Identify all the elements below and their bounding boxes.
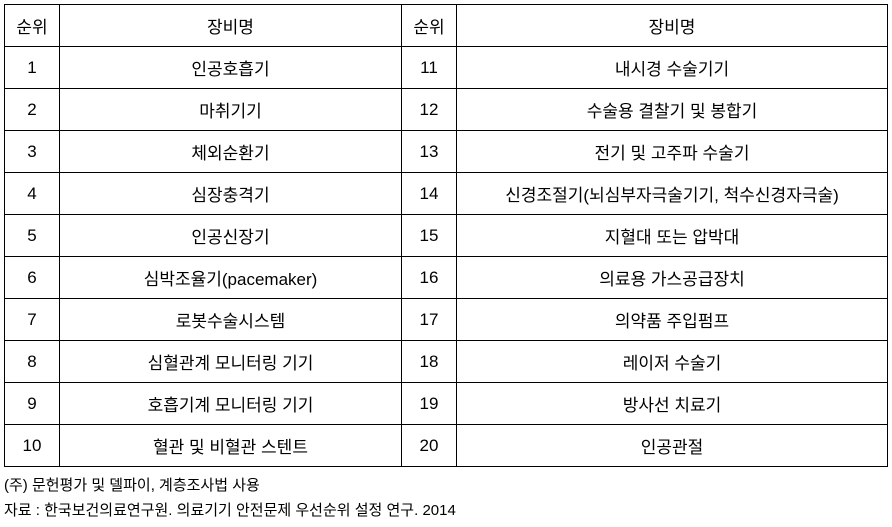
rank-cell: 11 — [402, 47, 457, 89]
rank-cell: 2 — [5, 89, 60, 131]
rank-cell: 15 — [402, 215, 457, 257]
rank-cell: 1 — [5, 47, 60, 89]
name-cell: 지혈대 또는 압박대 — [457, 215, 888, 257]
name-cell: 로봇수술시스템 — [60, 299, 402, 341]
table-row: 9 호흡기계 모니터링 기기 19 방사선 치료기 — [5, 383, 888, 425]
name-cell: 의약품 주입펌프 — [457, 299, 888, 341]
rank-cell: 6 — [5, 257, 60, 299]
table-header-row: 순위 장비명 순위 장비명 — [5, 5, 888, 47]
table-row: 7 로봇수술시스템 17 의약품 주입펌프 — [5, 299, 888, 341]
name-cell: 전기 및 고주파 수술기 — [457, 131, 888, 173]
table-row: 4 심장충격기 14 신경조절기(뇌심부자극술기기, 척수신경자극술) — [5, 173, 888, 215]
rank-cell: 5 — [5, 215, 60, 257]
table-row: 5 인공신장기 15 지혈대 또는 압박대 — [5, 215, 888, 257]
rank-cell: 19 — [402, 383, 457, 425]
note-source: 자료 : 한국보건의료연구원. 의료기기 안전문제 우선순위 설정 연구. 20… — [4, 500, 888, 523]
rank-cell: 3 — [5, 131, 60, 173]
rank-cell: 13 — [402, 131, 457, 173]
name-cell: 마취기기 — [60, 89, 402, 131]
table-body: 1 인공호흡기 11 내시경 수술기기 2 마취기기 12 수술용 결찰기 및 … — [5, 47, 888, 467]
name-cell: 방사선 치료기 — [457, 383, 888, 425]
header-name1: 장비명 — [60, 5, 402, 47]
footer-notes: (주) 문헌평가 및 델파이, 계층조사법 사용 자료 : 한국보건의료연구원.… — [4, 475, 888, 522]
note-method: (주) 문헌평가 및 델파이, 계층조사법 사용 — [4, 475, 888, 498]
rank-cell: 7 — [5, 299, 60, 341]
header-name2: 장비명 — [457, 5, 888, 47]
rank-cell: 4 — [5, 173, 60, 215]
name-cell: 인공신장기 — [60, 215, 402, 257]
name-cell: 의료용 가스공급장치 — [457, 257, 888, 299]
rank-cell: 10 — [5, 425, 60, 467]
name-cell: 수술용 결찰기 및 봉합기 — [457, 89, 888, 131]
name-cell: 레이저 수술기 — [457, 341, 888, 383]
name-cell: 체외순환기 — [60, 131, 402, 173]
rank-cell: 14 — [402, 173, 457, 215]
rank-cell: 12 — [402, 89, 457, 131]
header-rank2: 순위 — [402, 5, 457, 47]
name-cell: 심박조율기(pacemaker) — [60, 257, 402, 299]
name-cell: 내시경 수술기기 — [457, 47, 888, 89]
table-row: 8 심혈관계 모니터링 기기 18 레이저 수술기 — [5, 341, 888, 383]
header-rank1: 순위 — [5, 5, 60, 47]
name-cell: 인공관절 — [457, 425, 888, 467]
table-row: 10 혈관 및 비혈관 스텐트 20 인공관절 — [5, 425, 888, 467]
rank-cell: 9 — [5, 383, 60, 425]
equipment-ranking-table: 순위 장비명 순위 장비명 1 인공호흡기 11 내시경 수술기기 2 마취기기… — [4, 4, 888, 467]
table-row: 2 마취기기 12 수술용 결찰기 및 봉합기 — [5, 89, 888, 131]
table-row: 6 심박조율기(pacemaker) 16 의료용 가스공급장치 — [5, 257, 888, 299]
name-cell: 심장충격기 — [60, 173, 402, 215]
name-cell: 인공호흡기 — [60, 47, 402, 89]
table-row: 1 인공호흡기 11 내시경 수술기기 — [5, 47, 888, 89]
rank-cell: 8 — [5, 341, 60, 383]
name-cell: 호흡기계 모니터링 기기 — [60, 383, 402, 425]
rank-cell: 18 — [402, 341, 457, 383]
rank-cell: 20 — [402, 425, 457, 467]
rank-cell: 17 — [402, 299, 457, 341]
name-cell: 혈관 및 비혈관 스텐트 — [60, 425, 402, 467]
name-cell: 신경조절기(뇌심부자극술기기, 척수신경자극술) — [457, 173, 888, 215]
table-row: 3 체외순환기 13 전기 및 고주파 수술기 — [5, 131, 888, 173]
name-cell: 심혈관계 모니터링 기기 — [60, 341, 402, 383]
rank-cell: 16 — [402, 257, 457, 299]
